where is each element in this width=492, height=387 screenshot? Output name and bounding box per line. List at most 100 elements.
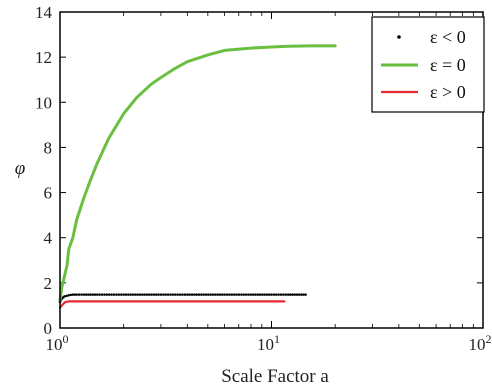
data-point xyxy=(71,293,75,296)
data-point xyxy=(304,293,307,296)
data-point xyxy=(218,293,222,296)
data-point xyxy=(249,293,253,296)
data-point xyxy=(256,293,260,296)
data-point xyxy=(108,293,111,296)
data-point xyxy=(91,293,95,296)
data-point xyxy=(190,293,194,296)
data-point xyxy=(228,293,231,296)
data-point xyxy=(295,293,299,296)
data-point xyxy=(98,293,101,296)
data-point xyxy=(105,293,109,296)
data-point xyxy=(171,293,175,296)
data-point xyxy=(150,293,153,296)
data-point xyxy=(174,293,177,296)
series-line-eps-pos xyxy=(58,300,286,309)
data-point xyxy=(69,293,73,297)
data-point xyxy=(216,293,219,296)
data-point xyxy=(284,293,288,296)
data-point xyxy=(221,293,224,296)
series-eps-neg xyxy=(58,293,307,304)
data-point xyxy=(202,293,205,296)
data-point xyxy=(141,293,144,296)
legend-marker-eps-neg xyxy=(397,35,401,39)
data-point xyxy=(286,293,290,296)
data-point xyxy=(129,293,132,296)
series-layer xyxy=(58,44,337,309)
data-point xyxy=(169,293,172,296)
data-point xyxy=(95,293,99,296)
data-point xyxy=(148,293,151,296)
data-point xyxy=(112,293,116,296)
data-point xyxy=(195,293,198,296)
data-point xyxy=(136,293,139,296)
data-point xyxy=(265,293,269,296)
data-point xyxy=(242,293,246,296)
legend-label-eps-pos: ε > 0 xyxy=(430,82,466,102)
data-point xyxy=(73,293,77,296)
legend: ε < 0 ε = 0 ε > 0 xyxy=(371,16,485,113)
data-point xyxy=(237,293,241,296)
data-point xyxy=(225,293,229,296)
y-axis-title: φ xyxy=(15,158,26,179)
data-point xyxy=(230,293,234,296)
data-point xyxy=(252,293,255,296)
data-point xyxy=(293,293,297,296)
x-tick-label: 101 xyxy=(257,332,280,354)
data-point xyxy=(80,293,83,296)
x-axis-title: Scale Factor a xyxy=(221,366,329,387)
data-point xyxy=(115,293,118,296)
data-point xyxy=(145,293,149,296)
data-point xyxy=(209,293,212,296)
data-point xyxy=(117,293,121,296)
data-point xyxy=(300,293,303,296)
data-point xyxy=(297,293,301,296)
y-tick-label: 6 xyxy=(44,184,53,203)
data-point xyxy=(302,293,305,296)
y-tick-label: 2 xyxy=(44,274,53,293)
data-point xyxy=(89,293,92,296)
series-line-eps-zero xyxy=(58,44,337,303)
data-point xyxy=(166,293,170,296)
legend-label-eps-neg: ε < 0 xyxy=(430,27,466,47)
data-point xyxy=(275,293,278,296)
data-point xyxy=(214,293,217,296)
data-point xyxy=(110,293,113,296)
y-tick-label: 12 xyxy=(35,48,52,67)
data-point xyxy=(232,293,236,296)
data-point xyxy=(289,293,292,296)
data-point xyxy=(193,293,196,296)
data-point xyxy=(87,293,90,296)
data-point xyxy=(131,293,135,296)
data-point xyxy=(207,293,210,296)
data-point xyxy=(282,293,285,296)
data-point xyxy=(82,293,86,296)
y-tick-label: 4 xyxy=(44,229,53,248)
data-point xyxy=(181,293,184,296)
data-point xyxy=(223,293,226,296)
data-point xyxy=(124,293,128,296)
data-point xyxy=(291,293,294,296)
data-point xyxy=(164,293,167,296)
y-tick-label: 10 xyxy=(35,93,52,112)
y-tick-label: 8 xyxy=(44,138,53,157)
data-point xyxy=(211,293,215,296)
data-point xyxy=(85,293,88,296)
data-point xyxy=(159,293,163,296)
data-point xyxy=(138,293,142,296)
legend-label-eps-zero: ε = 0 xyxy=(430,55,466,75)
data-point xyxy=(200,293,203,296)
y-tick-label: 14 xyxy=(35,3,53,22)
data-point xyxy=(77,293,81,296)
data-point xyxy=(272,293,276,296)
x-tick-label: 102 xyxy=(469,332,492,354)
data-point xyxy=(254,293,257,296)
data-point xyxy=(188,293,191,296)
data-point xyxy=(122,293,125,296)
data-point xyxy=(197,293,201,296)
plot-frame xyxy=(59,11,484,329)
data-point xyxy=(204,293,208,296)
data-point xyxy=(93,293,97,296)
data-point xyxy=(279,293,283,296)
data-point xyxy=(127,293,130,296)
data-point xyxy=(240,293,243,296)
